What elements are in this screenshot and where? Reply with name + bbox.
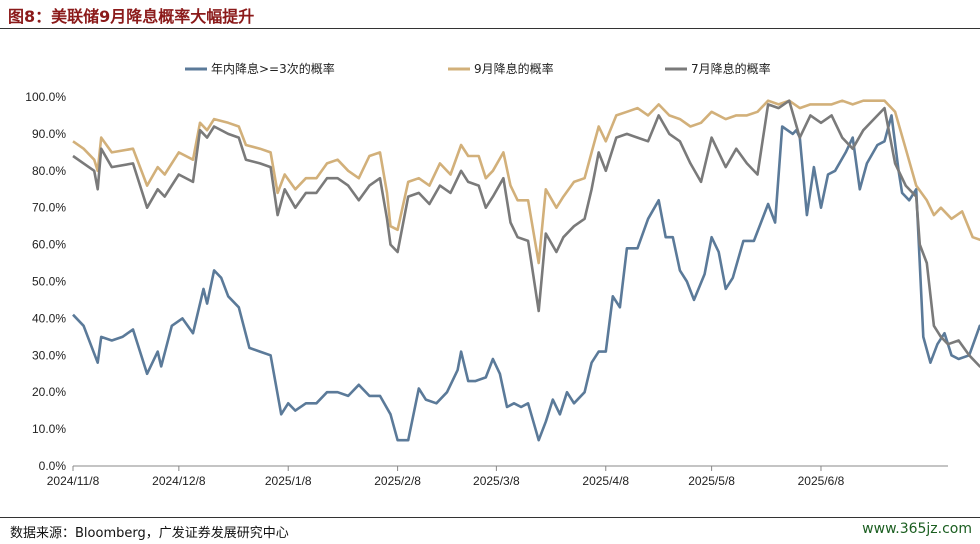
legend-label-3: 7月降息的概率 — [691, 61, 771, 76]
title-divider — [0, 28, 980, 29]
series-line-3 — [72, 99, 980, 368]
figure-title: 图8：美联储9月降息概率大幅提升 — [8, 7, 255, 26]
x-tick-label: 2025/3/8 — [473, 474, 520, 488]
x-tick-label: 2024/11/8 — [47, 474, 100, 488]
footer-divider — [0, 517, 980, 518]
series-line-1 — [72, 114, 980, 442]
y-tick-label: 90.0% — [32, 127, 66, 141]
y-tick-label: 10.0% — [32, 422, 66, 436]
y-tick-label: 70.0% — [32, 201, 66, 215]
y-tick-label: 40.0% — [32, 311, 66, 325]
y-tick-label: 0.0% — [39, 459, 67, 473]
legend-label-1: 年内降息>=3次的概率 — [211, 61, 335, 76]
series-lines — [72, 99, 980, 442]
y-tick-label: 20.0% — [32, 385, 66, 399]
x-tick-label: 2025/1/8 — [265, 474, 312, 488]
x-tick-label: 2025/4/8 — [582, 474, 629, 488]
legend-label-2: 9月降息的概率 — [474, 61, 554, 76]
chart-legend: 年内降息>=3次的概率 9月降息的概率 7月降息的概率 — [185, 61, 771, 76]
y-tick-label: 60.0% — [32, 238, 66, 252]
x-tick-label: 2024/12/8 — [152, 474, 206, 488]
watermark-text: www.365jz.com — [862, 521, 972, 537]
y-tick-label: 50.0% — [32, 275, 66, 289]
y-tick-label: 100.0% — [25, 90, 66, 104]
source-note: 数据来源：Bloomberg，广发证券发展研究中心 — [10, 526, 289, 541]
x-tick-label: 2025/5/8 — [688, 474, 735, 488]
x-tick-label: 2025/6/8 — [798, 474, 845, 488]
series-line-2 — [72, 99, 980, 265]
y-axis-ticks: 0.0% 10.0% 20.0% 30.0% 40.0% 50.0% 60.0% 70.0% 8… — [25, 90, 66, 473]
y-tick-label: 30.0% — [32, 348, 66, 362]
y-tick-label: 80.0% — [32, 164, 66, 178]
x-tick-label: 2025/2/8 — [374, 474, 421, 488]
x-axis-ticks: 2024/11/8 2024/12/8 2025/1/8 2025/2/8 2025/3… — [47, 466, 845, 488]
probability-line-chart: 0.0% 10.0% 20.0% 30.0% 40.0% 50.0% 60.0% 70.0% 8… — [25, 61, 980, 488]
